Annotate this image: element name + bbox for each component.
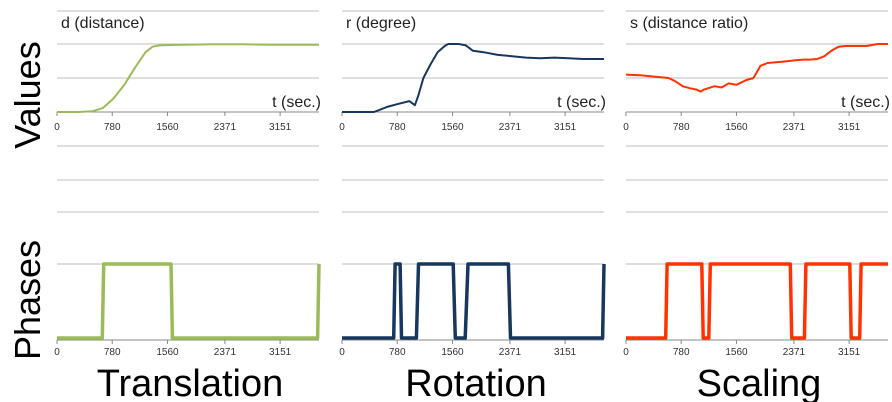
x-tick-label: 0 [339,122,345,133]
series-line [342,262,606,340]
caption-translation: Translation [97,363,284,402]
x-tick-label: 0 [623,122,629,133]
chart-values-rotation: 0 780 1560 2371 3151 r (degree) t (sec.) [339,10,606,181]
caption-scaling: Scaling [697,363,822,402]
x-tick-label: 780 [104,122,121,133]
x-tick-label: 1560 [725,122,748,133]
x-tick-label: 1560 [441,347,464,358]
x-tick-label: 1560 [725,347,748,358]
phases-row-label: Phases [7,240,48,360]
x-tick-label: 1560 [156,122,179,133]
x-axis-label: t (sec.) [557,94,606,111]
x-tick-label: 3151 [838,347,861,358]
x-tick-label: 2371 [783,347,806,358]
x-tick-label: 780 [104,347,121,358]
x-tick-label: 2371 [783,122,806,133]
series-line [57,262,321,340]
chart-phases-translation: 0 780 1560 2371 3151 [54,211,321,358]
x-tick-label: 2371 [499,122,522,133]
x-tick-label: 2371 [499,347,522,358]
x-tick-label: 780 [389,122,406,133]
series-line [625,43,888,93]
x-axis-label: t (sec.) [841,94,890,111]
x-axis-label: t (sec.) [272,94,321,111]
x-tick-label: 3151 [838,122,861,133]
x-tick-label: 3151 [269,122,292,133]
x-tick-label: 0 [54,347,60,358]
x-tick-label: 0 [54,122,60,133]
chart-values-translation: 0 780 1560 2371 3151 d (distance) t (sec.) [54,10,321,181]
x-tick-label: 2371 [214,347,237,358]
panel-title: d (distance) [61,15,145,32]
series-line [626,262,888,340]
x-tick-label: 1560 [441,122,464,133]
caption-rotation: Rotation [405,363,547,402]
x-tick-label: 0 [623,347,629,358]
series-line [342,43,604,113]
panel-title: s (distance ratio) [630,15,748,32]
x-tick-label: 780 [673,122,690,133]
x-tick-label: 2371 [214,122,237,133]
x-tick-label: 3151 [554,347,577,358]
x-tick-label: 1560 [156,347,179,358]
values-row-label: Values [7,41,48,148]
x-tick-label: 0 [339,347,345,358]
x-tick-label: 3151 [269,347,292,358]
x-tick-label: 780 [389,347,406,358]
chart-phases-scaling: 0 780 1560 2371 3151 [623,211,888,358]
x-tick-label: 780 [673,347,690,358]
series-line [57,43,319,113]
chart-phases-rotation: 0 780 1560 2371 3151 [339,211,606,358]
x-tick-label: 3151 [554,122,577,133]
panel-title: r (degree) [346,15,416,32]
panels: 0 780 1560 2371 3151 d (distance) t (sec.) 0 780… [54,10,890,358]
chart-values-scaling: 0 780 1560 2371 3151 s (distance ratio) t (sec… [623,10,890,181]
